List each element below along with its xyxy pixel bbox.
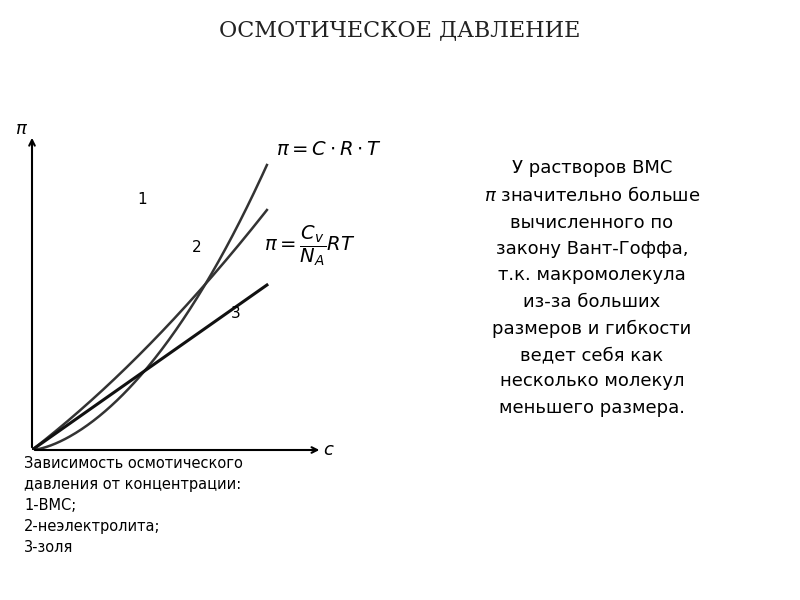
- Text: с: с: [322, 441, 333, 459]
- Text: 3: 3: [231, 306, 241, 321]
- Text: ОСМОТИЧЕСКОЕ ДАВЛЕНИЕ: ОСМОТИЧЕСКОЕ ДАВЛЕНИЕ: [219, 19, 581, 41]
- Text: $\pi = \dfrac{C_v}{N_A} RT$: $\pi = \dfrac{C_v}{N_A} RT$: [264, 224, 355, 268]
- Text: Зависимость осмотического
давления от концентрации:
1-ВМС;
2-неэлектролита;
3-зо: Зависимость осмотического давления от ко…: [24, 456, 243, 555]
- Text: π: π: [15, 120, 26, 138]
- Text: У растворов ВМС
$\pi$ значительно больше
вычисленного по
закону Вант-Гоффа,
т.к.: У растворов ВМС $\pi$ значительно больше…: [484, 159, 700, 417]
- Text: 2: 2: [192, 240, 202, 255]
- Text: $\pi = C \cdot R \cdot T$: $\pi = C \cdot R \cdot T$: [276, 140, 382, 160]
- Text: 1: 1: [137, 192, 146, 207]
